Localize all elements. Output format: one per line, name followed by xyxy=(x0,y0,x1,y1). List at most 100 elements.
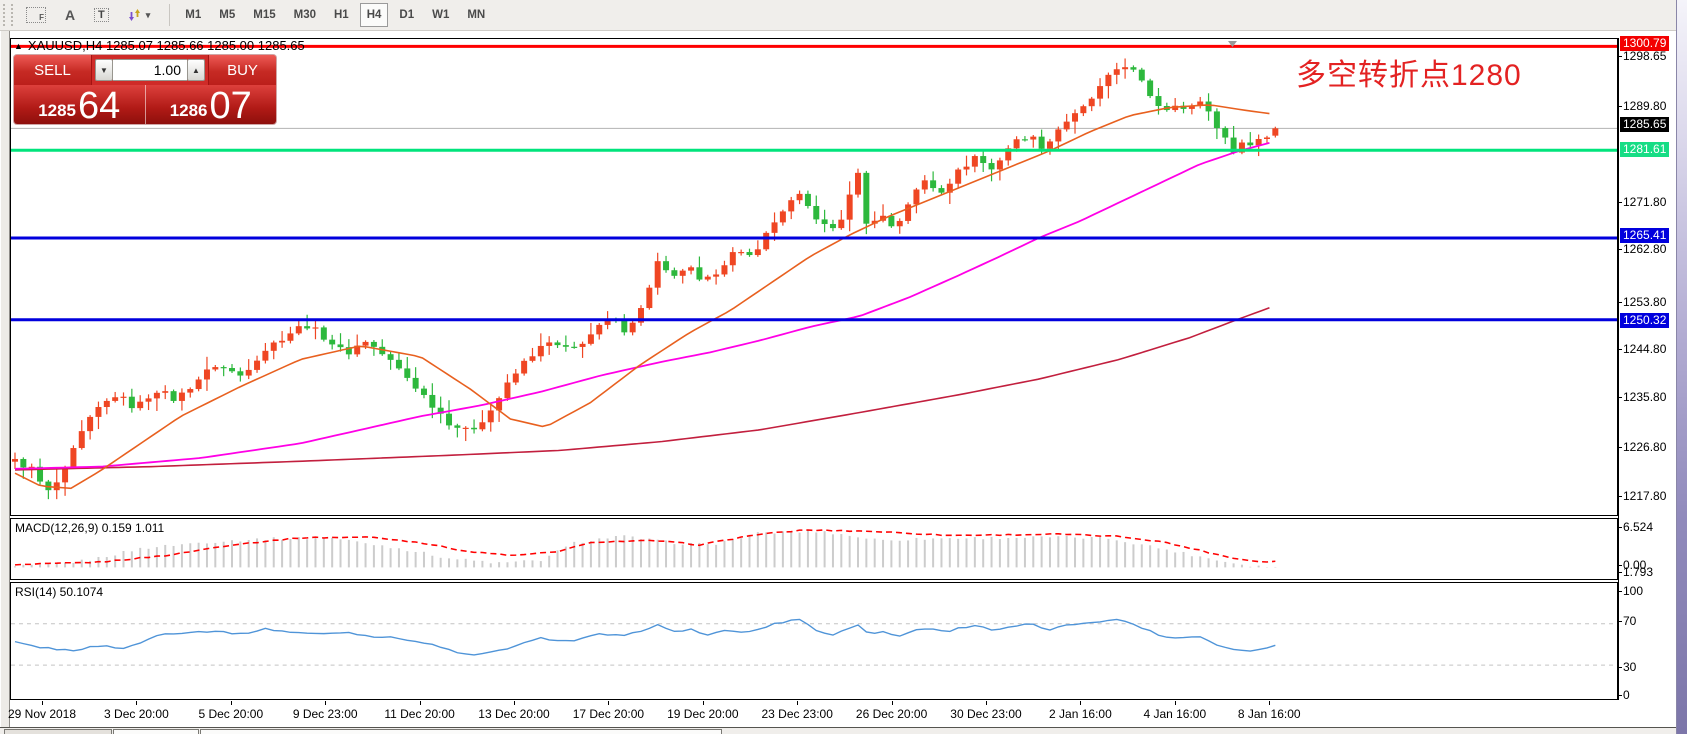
time-axis[interactable]: 29 Nov 2018 3 Dec 20:00 5 Dec 20:00 9 Dec 2… xyxy=(7,701,1618,727)
toolbar-grip[interactable] xyxy=(3,4,13,26)
volume-input[interactable] xyxy=(113,59,187,81)
text-box-icon[interactable]: T xyxy=(87,3,116,27)
price-line-badge: 1250.32 xyxy=(1620,313,1670,328)
price-line-badge: 1281.61 xyxy=(1620,142,1670,157)
price-line-badge: 1285.65 xyxy=(1620,117,1670,132)
time-tick-label: 2 Jan 16:00 xyxy=(1049,707,1112,721)
time-tick-label: 4 Jan 16:00 xyxy=(1143,707,1207,721)
time-tick-label: 26 Dec 20:00 xyxy=(855,707,928,721)
timeframe-button-M5[interactable]: M5 xyxy=(212,3,242,27)
arrows-glyph xyxy=(128,9,140,21)
axis-tick-label: 6.524 xyxy=(1618,520,1656,535)
axis-tick-label: 1244.80 xyxy=(1618,342,1669,357)
toolbar-separator xyxy=(169,4,171,26)
window-edge xyxy=(1676,0,1687,734)
macd-label: MACD(12,26,9) 0.159 1.011 xyxy=(15,521,165,535)
time-tick xyxy=(1174,701,1176,705)
time-tick xyxy=(419,701,421,705)
bid-price-big: 64 xyxy=(78,84,121,124)
axis-tick-label: 1262.80 xyxy=(1618,242,1669,257)
buy-button[interactable]: BUY xyxy=(208,55,276,85)
time-tick-label: 30 Dec 23:00 xyxy=(950,707,1022,721)
axis-tick-label: 1253.80 xyxy=(1618,295,1669,310)
bid-price[interactable]: 1285 64 xyxy=(14,85,145,124)
timeframe-button-M30[interactable]: M30 xyxy=(287,3,323,27)
axis-tick-label: 1298.65 xyxy=(1618,49,1669,64)
sell-button[interactable]: SELL xyxy=(14,55,92,85)
time-tick-label: 9 Dec 23:00 xyxy=(292,707,358,721)
trade-panel-top-row: SELL ▼ ▲ BUY xyxy=(14,55,276,85)
timeframe-button-M15[interactable]: M15 xyxy=(246,3,282,27)
time-tick xyxy=(891,701,893,705)
axis-tick-label: 1289.80 xyxy=(1618,99,1669,114)
timeframe-button-W1[interactable]: W1 xyxy=(425,3,456,27)
trade-panel-prices: 1285 64 1286 07 xyxy=(14,85,276,124)
timeframe-button-H1[interactable]: H1 xyxy=(327,3,356,27)
axis-tick-label: 30 xyxy=(1618,660,1639,675)
time-tick-label: 17 Dec 20:00 xyxy=(572,707,645,721)
text-label-icon[interactable]: A xyxy=(57,3,83,27)
time-tick xyxy=(325,701,327,705)
chart-tab[interactable] xyxy=(113,729,199,734)
time-tick-label: 8 Jan 16:00 xyxy=(1237,707,1301,721)
axis-tick-label: 100 xyxy=(1618,584,1646,599)
chart-title: ▲ XAUUSD,H4 1285.07 1285.66 1285.00 1285… xyxy=(14,38,305,53)
axis-tick-label: 1.793 xyxy=(1618,565,1656,580)
price-axis[interactable]: 1300.79 1298.65 1289.80 1285.65 1281.61 1271.… xyxy=(1618,36,1678,703)
time-tick xyxy=(608,701,610,705)
timeframe-button-D1[interactable]: D1 xyxy=(392,3,421,27)
price-line-badge: 1265.41 xyxy=(1620,228,1670,243)
time-tick-label: 29 Nov 2018 xyxy=(7,707,77,721)
macd-pane[interactable]: MACD(12,26,9) 0.159 1.011 xyxy=(10,518,1618,580)
axis-tick-label: 70 xyxy=(1618,614,1639,629)
price-chart-pane[interactable] xyxy=(10,38,1618,516)
time-tick-label: 13 Dec 20:00 xyxy=(478,707,550,721)
timeframe-toolbar: M1 M5 M15 M30 H1 H4 D1 W1 MN xyxy=(176,3,494,27)
price-divider xyxy=(144,85,146,124)
axis-tick-label: 1271.80 xyxy=(1618,195,1669,210)
time-tick-label: 3 Dec 20:00 xyxy=(104,707,169,721)
volume-increase-button[interactable]: ▲ xyxy=(187,59,205,81)
ask-price-small: 1286 xyxy=(169,101,208,120)
time-tick xyxy=(1269,701,1271,705)
axis-tick-label: 1217.80 xyxy=(1618,489,1669,504)
axis-tick-label: 1226.80 xyxy=(1618,440,1669,455)
timeframe-button-M1[interactable]: M1 xyxy=(178,3,208,27)
bid-price-small: 1285 xyxy=(38,101,77,120)
title-marker-icon: ▲ xyxy=(14,40,23,51)
annotation-text: 多空转折点1280 xyxy=(1296,59,1522,92)
time-tick xyxy=(702,701,704,705)
axis-tick-label: 0 xyxy=(1618,688,1633,703)
time-tick xyxy=(136,701,138,705)
time-tick xyxy=(1080,701,1082,705)
volume-stepper: ▼ ▲ xyxy=(92,55,208,85)
time-tick-label: 5 Dec 20:00 xyxy=(198,707,264,721)
chart-grid-f-icon[interactable]: F xyxy=(19,3,53,27)
one-click-trading-panel: SELL ▼ ▲ BUY 1285 64 1286 07 xyxy=(14,55,276,124)
rsi-label: RSI(14) 50.1074 xyxy=(15,585,104,599)
chart-tab[interactable] xyxy=(200,729,722,734)
time-tick xyxy=(514,701,515,705)
time-tick xyxy=(797,701,799,705)
time-tick xyxy=(42,701,43,705)
chart-tab[interactable] xyxy=(4,729,112,734)
axis-tick-label: 1235.80 xyxy=(1618,390,1669,405)
chart-title-text: XAUUSD,H4 1285.07 1285.66 1285.00 1285.6… xyxy=(27,38,305,53)
time-tick xyxy=(986,701,987,705)
timeframe-button-MN[interactable]: MN xyxy=(460,3,492,27)
arrow-tools-dropdown[interactable]: ▾ xyxy=(145,9,151,20)
timeframe-button-H4[interactable]: H4 xyxy=(359,3,389,27)
time-tick-label: 19 Dec 20:00 xyxy=(667,707,739,721)
toolbar: F A T ▾ M1 M5 M15 M30 H1 H4 D1 W1 MN xyxy=(0,0,1687,31)
grid-f-glyph: F xyxy=(26,7,46,23)
price-line-badge: 1300.79 xyxy=(1620,36,1670,51)
volume-decrease-button[interactable]: ▼ xyxy=(95,59,113,81)
time-tick xyxy=(230,701,232,705)
axis-tick-label: 0.00 xyxy=(1618,558,1649,573)
time-tick-label: 23 Dec 23:00 xyxy=(761,707,833,721)
ask-price[interactable]: 1286 07 xyxy=(146,85,277,124)
arrow-tools-icon[interactable]: ▾ xyxy=(120,3,158,27)
rsi-pane[interactable]: RSI(14) 50.1074 xyxy=(10,582,1618,700)
time-tick-label: 11 Dec 20:00 xyxy=(384,707,455,721)
